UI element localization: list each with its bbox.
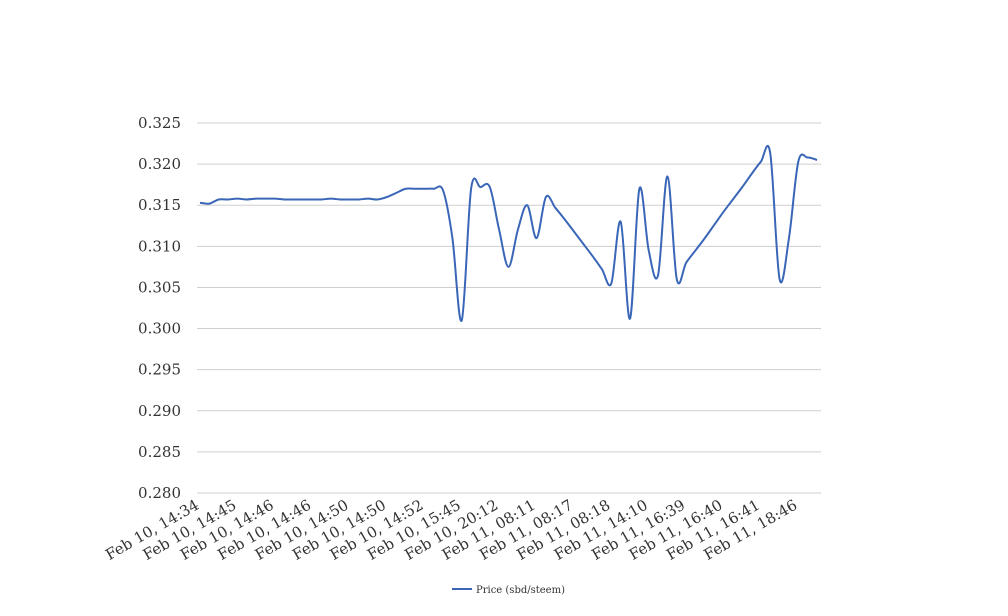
y-tick-label: 0.280 — [138, 484, 181, 502]
y-tick-label: 0.325 — [138, 114, 181, 132]
y-tick-label: 0.285 — [138, 443, 181, 461]
y-tick-label: 0.315 — [138, 196, 181, 214]
legend-label: Price (sbd/steem) — [476, 585, 565, 596]
y-tick-label: 0.310 — [138, 237, 181, 255]
y-tick-label: 0.295 — [138, 361, 181, 379]
y-tick-label: 0.305 — [138, 278, 181, 296]
y-tick-label: 0.320 — [138, 155, 181, 173]
y-tick-label: 0.290 — [138, 402, 181, 420]
price-line — [199, 144, 818, 322]
y-tick-label: 0.300 — [138, 320, 181, 338]
